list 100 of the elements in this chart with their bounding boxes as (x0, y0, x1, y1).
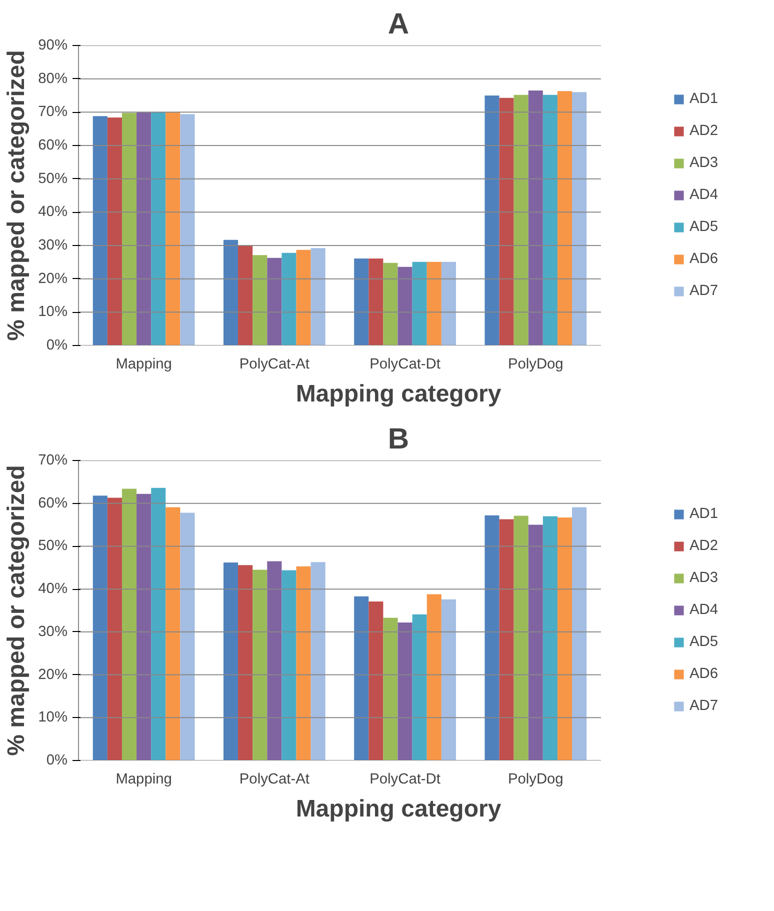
bar (557, 518, 572, 760)
bar (223, 240, 238, 346)
bar (542, 516, 558, 760)
bar (426, 262, 442, 346)
y-tick-label: 60% (38, 495, 68, 512)
bar (296, 566, 311, 760)
legend-label: AD3 (689, 570, 718, 586)
x-tick-label: PolyCat-At (239, 772, 310, 788)
y-axis-title: % mapped or categorized (3, 465, 30, 756)
chart-title: B (388, 422, 410, 456)
bar (441, 599, 456, 760)
bar (572, 507, 587, 760)
x-tick-label: PolyCat-At (239, 356, 310, 372)
y-tick-label: 50% (38, 538, 68, 554)
bar (484, 515, 500, 760)
x-tick-label: PolyCat-Dt (370, 772, 440, 788)
bar (514, 94, 528, 346)
y-tick-label: 60% (38, 138, 68, 154)
y-tick-label: 70% (38, 104, 68, 120)
x-tick-label: PolyCat-Dt (370, 356, 440, 372)
y-tick-label: 30% (38, 624, 68, 640)
y-tick-label: 70% (38, 452, 68, 468)
y-tick-label: 0% (46, 338, 68, 354)
y-tick-label: 30% (38, 238, 68, 254)
y-axis-title: % mapped or categorized (3, 50, 30, 341)
bar (151, 488, 166, 760)
bar (136, 494, 152, 760)
bar (282, 570, 296, 760)
bar (368, 258, 384, 346)
bar (122, 488, 137, 760)
bar (557, 91, 572, 346)
bar (252, 255, 268, 346)
legend-label: AD7 (689, 283, 718, 299)
legend-label: AD3 (689, 155, 718, 171)
x-tick-label: PolyDog (508, 772, 564, 788)
bar (514, 516, 528, 760)
bar (412, 614, 427, 760)
bar (180, 114, 195, 346)
bar (92, 116, 108, 346)
bar (499, 98, 514, 346)
bar (383, 618, 398, 760)
legend-label: AD1 (689, 506, 718, 522)
bar (122, 112, 137, 346)
bar (238, 565, 253, 760)
legend-label: AD6 (689, 251, 718, 267)
legend-label: AD4 (689, 187, 718, 203)
x-axis-title: Mapping category (296, 380, 502, 408)
x-tick-label: PolyDog (508, 356, 564, 372)
bar (354, 596, 369, 760)
legend-label: AD2 (689, 538, 718, 554)
y-tick-label: 40% (38, 204, 68, 220)
bar (310, 562, 326, 760)
x-tick-label: Mapping (116, 356, 172, 372)
bar (484, 96, 500, 346)
x-tick-label: Mapping (116, 772, 172, 788)
bar (368, 602, 384, 760)
y-tick-label: 10% (38, 304, 68, 320)
bar (166, 507, 180, 760)
bar (296, 250, 311, 346)
bar (542, 94, 558, 346)
bar (354, 258, 369, 346)
legend-label: AD5 (689, 634, 718, 650)
bar (426, 594, 442, 760)
x-axis-title: Mapping category (296, 796, 502, 822)
legend-label: AD5 (689, 219, 718, 235)
bar (223, 562, 238, 760)
bar (107, 118, 122, 346)
bar (528, 90, 543, 346)
bar (383, 262, 398, 346)
y-tick-label: 20% (38, 270, 68, 287)
legend-label: AD4 (689, 602, 718, 618)
bar (528, 524, 543, 760)
bar (136, 112, 152, 346)
legend-label: AD2 (689, 123, 718, 139)
bar (180, 512, 195, 760)
bar (398, 266, 412, 346)
bar (238, 245, 253, 346)
y-tick-label: 80% (38, 70, 68, 87)
y-tick-label: 0% (46, 752, 68, 768)
bar (412, 262, 427, 346)
bar (252, 570, 268, 760)
bar (310, 248, 326, 346)
chart-title: A (388, 8, 410, 40)
bar (92, 496, 108, 760)
bar (267, 258, 282, 346)
bar (282, 252, 296, 346)
y-tick-label: 20% (38, 666, 68, 683)
bar (151, 112, 166, 346)
y-tick-label: 90% (38, 38, 68, 54)
bar (166, 112, 180, 346)
bar (267, 561, 282, 760)
bar (441, 262, 456, 346)
bar (107, 498, 122, 760)
y-tick-label: 40% (38, 581, 68, 598)
bar (398, 622, 412, 760)
bar (572, 92, 587, 346)
legend-label: AD1 (689, 91, 718, 107)
y-tick-label: 10% (38, 710, 68, 726)
legend-label: AD6 (689, 666, 718, 682)
y-tick-label: 50% (38, 170, 68, 187)
